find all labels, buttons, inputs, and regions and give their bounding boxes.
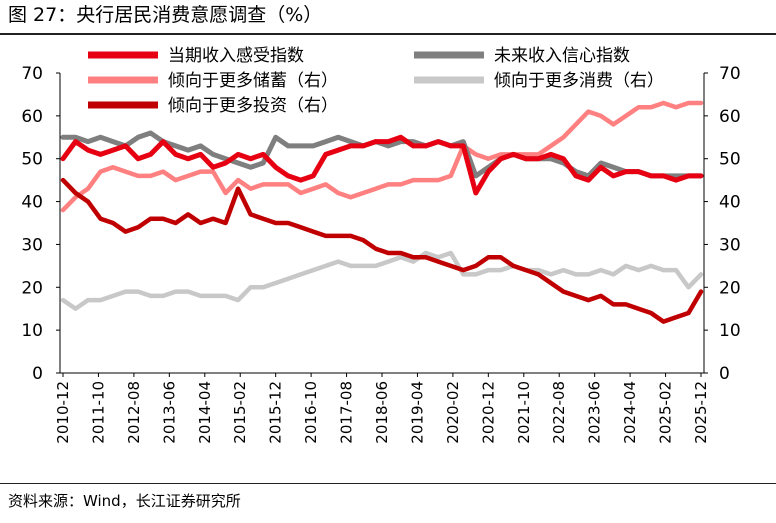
legend-label-2: 倾向于更多储蓄（右）: [168, 71, 338, 91]
x-tick-label: 2020-12: [479, 381, 497, 444]
source-note: 资料来源：Wind，长江证券研究所: [8, 492, 241, 510]
right-y-tick-label: 30: [719, 235, 741, 255]
x-tick-label: 2024-04: [621, 381, 639, 444]
series-line-5: [60, 177, 704, 324]
left-y-tick-label: 10: [21, 321, 43, 341]
x-tick-label: 2022-08: [550, 381, 568, 444]
x-tick-label: 2017-08: [338, 381, 356, 444]
left-y-tick-label: 40: [21, 193, 43, 213]
source-rule: [0, 483, 776, 484]
legend-label-1: 未来收入信心指数: [494, 46, 630, 66]
series-line-2: [60, 100, 704, 213]
x-tick-label: 2010-12: [54, 381, 72, 444]
right-y-tick-label: 60: [719, 107, 741, 127]
x-tick-label: 2014-04: [196, 381, 214, 444]
x-tick-label: 2023-06: [586, 381, 604, 444]
legend-label-4: 倾向于更多消费（右）: [494, 71, 664, 91]
right-y-tick-label: 40: [719, 193, 741, 213]
x-tick-label: 2025-02: [657, 381, 675, 444]
series-line-0: [60, 134, 704, 196]
x-tick-label: 2013-06: [160, 381, 178, 444]
right-y-tick-label: 10: [719, 321, 741, 341]
x-tick-label: 2018-06: [373, 381, 391, 444]
legend-label-5: 倾向于更多投资（右）: [168, 96, 338, 116]
series-line-4: [60, 250, 704, 311]
x-tick-label: 2019-04: [408, 381, 426, 444]
left-y-tick-label: 0: [32, 364, 43, 384]
left-y-tick-label: 20: [21, 278, 43, 298]
x-tick-label: 2012-08: [125, 381, 143, 444]
x-tick-label: 2025-12: [692, 381, 710, 444]
right-y-tick-label: 20: [719, 278, 741, 298]
x-tick-label: 2015-02: [231, 381, 249, 444]
series-layer: [60, 100, 704, 324]
chart-title: 图 27：央行居民消费意愿调查（%）: [8, 4, 323, 26]
left-y-tick-label: 50: [21, 150, 43, 170]
right-y-tick-label: 50: [719, 150, 741, 170]
x-tick-label: 2015-12: [267, 381, 285, 444]
x-tick-label: 2021-10: [515, 381, 533, 444]
title-rule: [0, 33, 776, 35]
legend-label-0: 当期收入感受指数: [168, 46, 304, 66]
left-y-tick-label: 60: [21, 107, 43, 127]
right-y-tick-label: 0: [719, 364, 730, 384]
right-y-tick-label: 70: [719, 64, 741, 84]
x-tick-label: 2016-10: [302, 381, 320, 444]
x-tick-label: 2011-10: [89, 381, 107, 444]
left-y-tick-label: 30: [21, 235, 43, 255]
left-y-tick-label: 70: [21, 64, 43, 84]
x-tick-label: 2020-02: [444, 381, 462, 444]
axes: 0 10 20 30 40 50 60 70 0 10 20 30 40 50 60 70 2010-12 201…: [21, 64, 740, 444]
